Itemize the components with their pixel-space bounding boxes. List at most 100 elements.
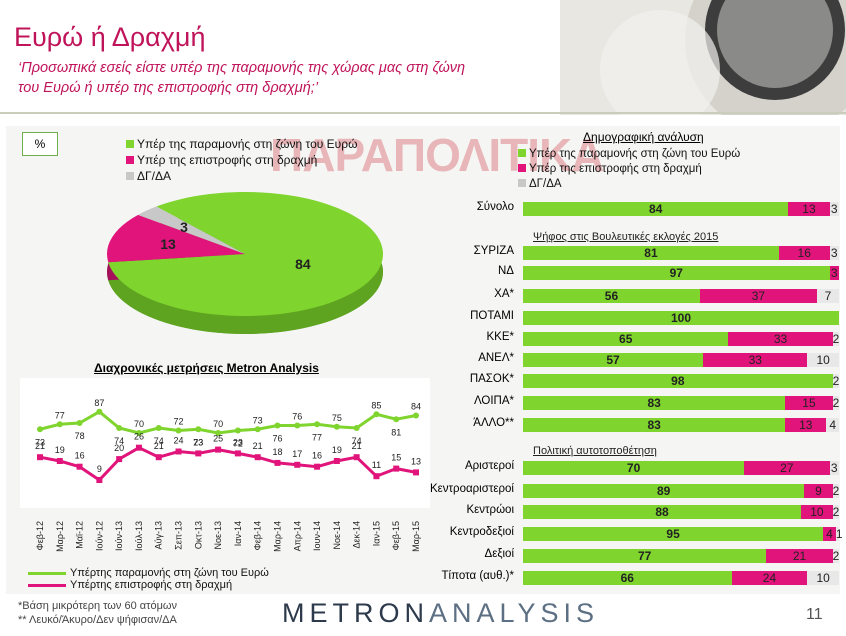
trend-category-label: Φεβ-15 — [391, 521, 401, 550]
trend-point — [215, 430, 222, 436]
trend-point — [413, 412, 419, 419]
trend-value-label: 85 — [371, 400, 381, 410]
legend-label: Υπέρτης παραμονής στη ζώνη του Ευρώ — [70, 567, 269, 579]
page-subtitle: ‘Προσωπικά εσείς είστε υπέρ της παραμονή… — [18, 60, 466, 96]
trend-category-label: Μαρ-14 — [272, 521, 282, 552]
stacked-bar: 66 24 10 — [523, 571, 839, 585]
trend-value-label: 74 — [114, 436, 124, 446]
stacked-bar: 83 15 2 — [523, 396, 839, 410]
trend-legend: Υπέρτης παραμονής στη ζώνη του Ευρώ Υπέρ… — [28, 567, 269, 591]
bar-segment: 4 — [826, 418, 839, 432]
trend-point — [155, 454, 162, 461]
bar-segment: 56 — [523, 289, 700, 303]
bar-segment: 2 — [832, 396, 840, 410]
legend-swatch — [126, 172, 134, 180]
trend-point — [56, 421, 63, 428]
trend-value-label: 70 — [134, 419, 144, 429]
trend-point — [116, 425, 123, 431]
trend-point — [76, 463, 83, 470]
stacked-bar: 70 27 3 — [523, 461, 839, 475]
bar-segment: 2 — [832, 549, 840, 563]
watermark: ΠΑΡΑΠΟΛΙΤΙΚΑ — [270, 129, 604, 181]
trend-point — [353, 454, 360, 461]
pie-legend: Υπέρ της παραμονής στη ζώνη του Ευρώ Υπέ… — [126, 137, 357, 185]
trend-value-label: 73 — [35, 437, 45, 447]
trend-value-label: 76 — [272, 434, 282, 444]
bar-segment: 2 — [832, 484, 840, 498]
trend-value-label: 21 — [35, 441, 45, 451]
trend-point — [234, 427, 241, 434]
bar-category-label: ΑΝΕΛ* — [478, 352, 514, 364]
decorative-background-image — [560, 0, 846, 115]
trend-value-label: 74 — [352, 436, 362, 446]
trend-point — [76, 420, 83, 426]
trend-point — [353, 425, 360, 431]
bar-segment: 95 — [523, 527, 824, 541]
trend-value-label: 18 — [272, 447, 282, 457]
bar-segment: 2 — [832, 374, 840, 388]
trend-category-label: Ιούν-12 — [94, 521, 104, 551]
bar-segment: 24 — [731, 571, 808, 585]
legend-label: ΔΓ/ΔΑ — [137, 169, 171, 183]
bar-segment: 88 — [523, 505, 802, 519]
pie-value-label: 84 — [295, 256, 311, 272]
trend-plot-bg — [20, 378, 430, 508]
trend-category-label: Ιουν-14 — [312, 521, 322, 551]
pie-slice — [108, 192, 383, 316]
stacked-bar: 77 21 2 — [523, 549, 839, 563]
trend-value-label: 72 — [233, 439, 243, 449]
trend-value-label: 21 — [352, 441, 362, 451]
bar-segment: 65 — [523, 332, 729, 346]
trend-value-label: 87 — [94, 398, 104, 408]
trend-line — [39, 446, 417, 482]
trend-point — [56, 458, 63, 464]
bar-segment: 13 — [785, 418, 827, 432]
trend-category-label: Ιαν-14 — [233, 521, 243, 546]
trend-value-label: 21 — [253, 441, 263, 451]
page-title: Ευρώ ή Δραχμή — [14, 22, 206, 52]
trend-point — [393, 416, 400, 423]
trend-category-label: Ιαν-15 — [371, 521, 381, 546]
bar-segment: 3 — [829, 202, 839, 216]
trend-value-label: 20 — [114, 443, 124, 453]
bar-segment: 1 — [835, 527, 843, 541]
trend-value-label: 74 — [154, 436, 164, 446]
trend-point — [195, 426, 202, 433]
bar-segment: 33 — [703, 353, 808, 367]
bar-segment: 70 — [523, 461, 745, 475]
bar-segment: 21 — [766, 549, 833, 563]
legend-swatch — [126, 140, 134, 148]
legend-line — [28, 571, 66, 575]
pie-slice — [107, 214, 245, 263]
trend-point — [175, 427, 182, 434]
trend-point — [373, 411, 380, 418]
legend-label: ΔΓ/ΔΑ — [529, 178, 562, 190]
bar-segment: 7 — [816, 289, 839, 303]
bar-category-label: Δεξιοί — [484, 548, 514, 560]
logo-part-b: ANALYSIS — [429, 598, 600, 628]
trend-category-label: Φεβ-12 — [35, 521, 45, 550]
trend-category-label: Νοε-14 — [332, 521, 342, 550]
trend-point — [274, 422, 281, 429]
bar-segment: 10 — [807, 571, 839, 585]
bar-category-label: ΣΥΡΙΖΑ — [473, 245, 514, 257]
bar-segment: 57 — [523, 353, 704, 367]
trend-value-label: 76 — [292, 412, 302, 422]
trend-point — [215, 446, 222, 453]
trend-point — [333, 423, 340, 430]
footnote-1: *Βάση μικρότερη των 60 ατόμων — [18, 600, 177, 612]
bar-segment: 97 — [523, 266, 830, 280]
bar-segment: 3 — [829, 266, 839, 280]
trend-point — [96, 408, 103, 415]
stacked-bar: 84 13 3 — [523, 202, 839, 216]
trend-category-label: Οκτ-13 — [193, 521, 203, 549]
trend-value-label: 23 — [193, 437, 203, 447]
legend-line — [28, 583, 66, 587]
stacked-bar: 83 13 4 — [523, 418, 839, 432]
legend-label: Υπέρ της επιστροφής στη δραχμή — [137, 153, 318, 167]
pie-value-label: 3 — [180, 219, 188, 235]
stacked-bar: 89 9 2 — [523, 484, 839, 498]
trend-category-label: Σεπ-13 — [174, 521, 184, 550]
trend-value-label: 19 — [55, 445, 65, 455]
trend-value-label: 24 — [174, 436, 184, 446]
